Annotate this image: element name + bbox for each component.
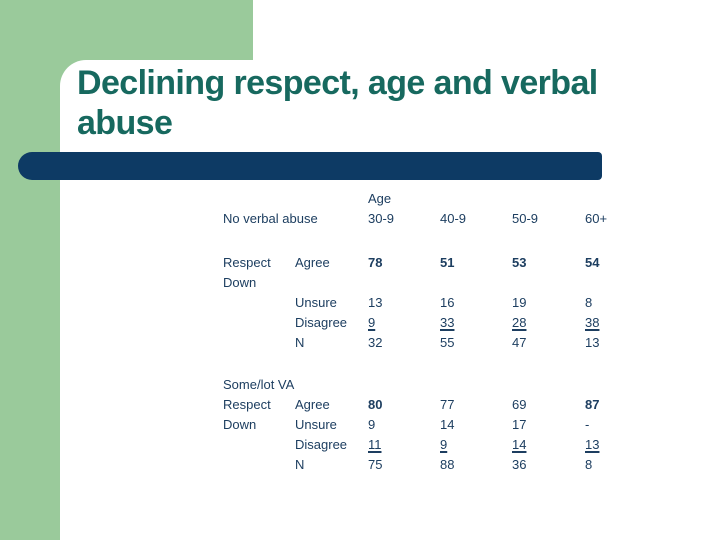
table-value-cell: 32 [368, 335, 383, 350]
table-value-cell: 88 [440, 457, 455, 472]
table-value-cell: 51 [440, 255, 455, 270]
table-value-cell: 77 [440, 397, 455, 412]
table-row-label: Respect [223, 255, 271, 270]
table-value-cell [512, 189, 585, 209]
table-value-cell [440, 375, 512, 395]
slide-title-line-2: abuse [77, 104, 173, 142]
table-value-cell: Age [368, 191, 392, 206]
table-row-label: Unsure [295, 295, 337, 310]
table-value-cell [368, 375, 440, 395]
table-row-label [223, 455, 295, 475]
table-value-cell [440, 273, 512, 293]
table-row: Age [223, 189, 655, 209]
table-value-cell: 53 [512, 255, 527, 270]
table-row-label [223, 189, 295, 209]
content-panel [60, 60, 720, 540]
table-row: Unsure 13 16 19 8 [223, 293, 655, 313]
table-spacer [223, 229, 655, 253]
table-row-label [223, 333, 295, 353]
table-spacer [223, 353, 655, 375]
table-value-cell: 54 [585, 255, 600, 270]
table-row-label: Disagree [295, 315, 348, 330]
table-value-cell: 28 [512, 315, 527, 330]
table-value-cell: 13 [585, 437, 600, 452]
table-row-label: Disagree [295, 437, 348, 452]
table-value-cell [512, 375, 585, 395]
table-value-cell [512, 273, 585, 293]
table-row-label [295, 273, 368, 293]
table-value-cell: 40-9 [440, 211, 467, 226]
table-value-cell: 50-9 [512, 211, 539, 226]
table-row-label: Respect [223, 397, 271, 412]
table-value-cell: 8 [585, 457, 593, 472]
table-row: N 75 88 36 8 [223, 455, 655, 475]
table-value-cell: - [585, 417, 590, 432]
table-value-cell: 19 [512, 295, 527, 310]
table-value-cell: 8 [585, 295, 593, 310]
table-value-cell [440, 189, 512, 209]
table-value-cell: 80 [368, 397, 383, 412]
table-row: Down Unsure 9 14 17 - [223, 415, 655, 435]
table-row: Some/lot VA [223, 375, 655, 395]
table-value-cell: 75 [368, 457, 383, 472]
table-row: Disagree 11 9 14 13 [223, 435, 655, 455]
table-value-cell: 9 [440, 437, 448, 452]
table-value-cell: 55 [440, 335, 455, 350]
table-value-cell: 16 [440, 295, 455, 310]
table-row-label: Some/lot VA [223, 377, 295, 392]
table-value-cell: 14 [512, 437, 527, 452]
slide-title: Declining respect, age and verbal abuse [77, 63, 707, 143]
table-row-label: No verbal abuse [223, 211, 318, 226]
table-value-cell: 78 [368, 255, 383, 270]
table-row-label: Down [223, 417, 257, 432]
table-row-label: N [295, 457, 305, 472]
table-value-cell: 11 [368, 437, 382, 452]
table-row-label [223, 435, 295, 455]
table-row: Respect Agree 78 51 53 54 [223, 253, 655, 273]
table-value-cell: 30-9 [368, 211, 395, 226]
table-row: Down [223, 273, 655, 293]
table-value-cell: 9 [368, 315, 376, 330]
table-row: Disagree 9 33 28 38 [223, 313, 655, 333]
table-row: Respect Agree 80 77 69 87 [223, 395, 655, 415]
table-value-cell: 13 [585, 335, 600, 350]
table-value-cell: 60+ [585, 211, 608, 226]
table-value-cell: 33 [440, 315, 455, 330]
table-value-cell: 69 [512, 397, 527, 412]
table-value-cell: 13 [368, 295, 383, 310]
table-value-cell [585, 189, 655, 209]
table-value-cell: 9 [368, 417, 376, 432]
table-value-cell: 17 [512, 417, 527, 432]
table-row-label [295, 375, 368, 395]
table-row: N 32 55 47 13 [223, 333, 655, 353]
table-value-cell: 14 [440, 417, 455, 432]
table-row-label: N [295, 335, 305, 350]
table-value-cell: 87 [585, 397, 600, 412]
table-row-label: Agree [295, 397, 330, 412]
table-row-label [223, 293, 295, 313]
table-row-label [295, 209, 368, 229]
stats-table: Age No verbal abuse 30-9 40-9 50-9 60+ Respect… [223, 189, 655, 475]
table-value-cell: 36 [512, 457, 527, 472]
table-value-cell: 47 [512, 335, 527, 350]
table-value-cell [368, 273, 440, 293]
table-value-cell: 38 [585, 315, 600, 330]
table-row-label: Down [223, 275, 257, 290]
table-value-cell [585, 375, 655, 395]
table-row-label: Agree [295, 255, 330, 270]
table-row-label [223, 313, 295, 333]
table-row: No verbal abuse 30-9 40-9 50-9 60+ [223, 209, 655, 229]
table-row-label [295, 189, 368, 209]
slide-title-line-1: Declining respect, age and verbal [77, 64, 598, 102]
table-value-cell [585, 273, 655, 293]
table-row-label: Unsure [295, 417, 337, 432]
title-divider-bar [18, 152, 602, 180]
